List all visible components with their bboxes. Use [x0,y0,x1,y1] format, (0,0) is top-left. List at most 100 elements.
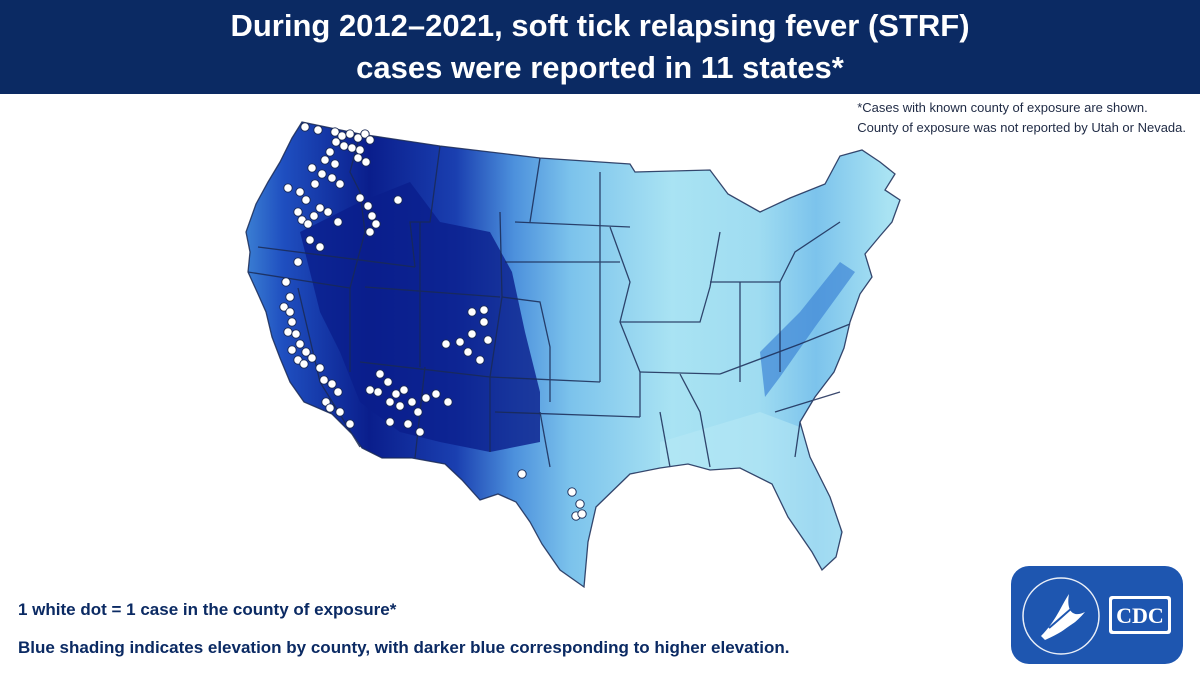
case-dot [307,353,317,363]
case-dot [399,385,409,395]
case-dot [455,337,465,347]
us-elevation-map [245,121,901,588]
case-dot [403,419,413,429]
case-dot [330,127,340,137]
case-dot [467,329,477,339]
case-dot [371,219,381,229]
case-dot [327,379,337,389]
case-dot [303,219,313,229]
footnote: *Cases with known county of exposure are… [857,98,1186,138]
case-dot [331,137,341,147]
case-dot [305,235,315,245]
case-dot [335,179,345,189]
case-dot [577,509,587,519]
cdc-logo-text: CDC [1116,603,1164,628]
case-dot [315,363,325,373]
case-dot [467,307,477,317]
case-dot [421,393,431,403]
legend-dot-meaning: 1 white dot = 1 case in the county of ex… [18,600,397,619]
case-dot [295,187,305,197]
case-dot [407,397,417,407]
case-dot [291,329,301,339]
case-dot [360,129,370,139]
case-dot [395,401,405,411]
case-dot [320,155,330,165]
case-dot [300,122,310,132]
case-dot [285,292,295,302]
case-dot [327,173,337,183]
case-dot [333,217,343,227]
case-dot [479,305,489,315]
title-line-2: cases were reported in 11 states* [356,50,844,85]
case-dot [431,389,441,399]
case-dot [365,385,375,395]
title-line-1: During 2012–2021, soft tick relapsing fe… [230,8,970,43]
case-dot [293,257,303,267]
case-dot [347,143,357,153]
footnote-line-2: County of exposure was not reported by U… [857,120,1186,135]
case-dot [355,145,365,155]
case-dot [441,339,451,349]
case-dot [307,163,317,173]
case-dot [393,195,403,205]
footnote-line-1: *Cases with known county of exposure are… [857,100,1148,115]
case-dot [330,159,340,169]
case-dot [385,417,395,427]
case-dot [365,227,375,237]
case-dot [353,153,363,163]
case-dot [287,317,297,327]
case-dot [415,427,425,437]
case-dot [567,487,577,497]
case-dot [285,307,295,317]
case-dot [345,419,355,429]
case-dot [315,203,325,213]
case-dot [483,335,493,345]
case-dot [315,242,325,252]
case-dot [339,141,349,151]
case-dot [283,327,293,337]
case-dot [363,201,373,211]
case-dot [309,211,319,221]
legend-shading-meaning: Blue shading indicates elevation by coun… [18,638,790,657]
case-dot [319,375,329,385]
case-dot [517,469,527,479]
case-dot [479,317,489,327]
case-dot [365,135,375,145]
case-dot [287,345,297,355]
case-dot [299,359,309,369]
case-dot [325,403,335,413]
case-dot [355,193,365,203]
case-dot [443,397,453,407]
case-dot [295,339,305,349]
case-dot [323,207,333,217]
case-dot [313,125,323,135]
case-dot [333,387,343,397]
case-dot [301,347,311,357]
case-dot [325,147,335,157]
case-dot [373,387,383,397]
case-dot [345,129,355,139]
case-dot [385,397,395,407]
case-dot [383,377,393,387]
case-dot [301,195,311,205]
case-dot [475,355,485,365]
case-dot [335,407,345,417]
case-dot [413,407,423,417]
case-dot [279,302,289,312]
case-dot [353,133,363,143]
hhs-eagle-icon: CDC [1022,577,1171,655]
case-dots [279,122,587,521]
case-dot [391,389,401,399]
case-dot [361,157,371,167]
case-dot [575,499,585,509]
case-dot [310,179,320,189]
case-dot [375,369,385,379]
case-dot [463,347,473,357]
case-dot [283,183,293,193]
case-dot [293,207,303,217]
hhs-cdc-logo: CDC [1011,566,1183,664]
title-banner: During 2012–2021, soft tick relapsing fe… [0,0,1200,94]
case-dot [367,211,377,221]
case-dot [281,277,291,287]
case-dot [317,169,327,179]
